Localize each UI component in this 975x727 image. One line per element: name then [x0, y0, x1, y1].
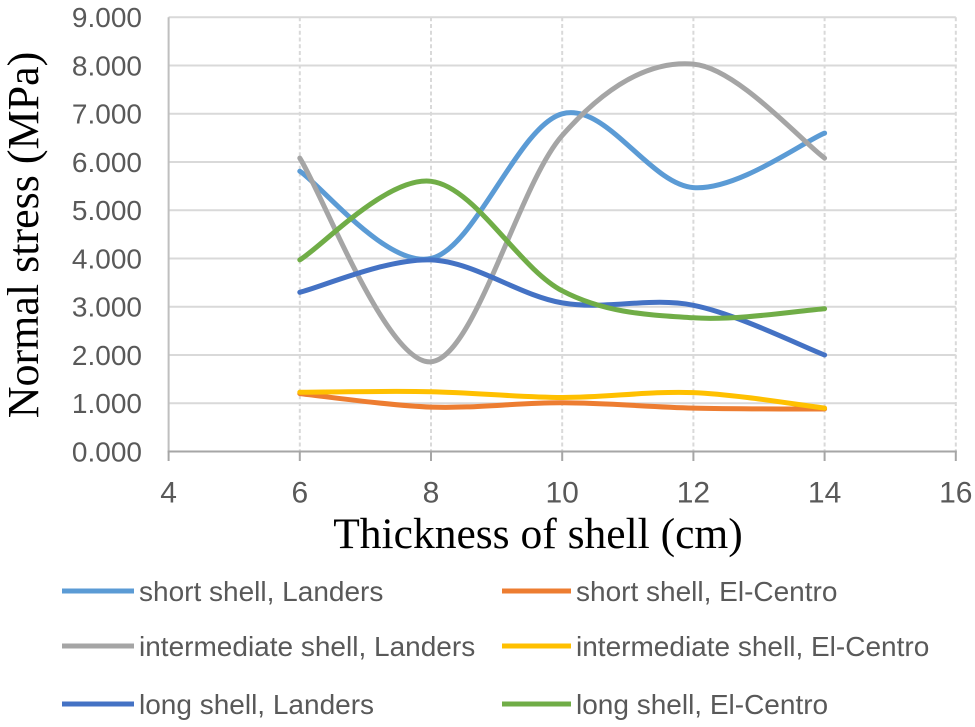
svg-text:3.000: 3.000: [72, 292, 142, 323]
svg-text:1.000: 1.000: [72, 388, 142, 419]
svg-text:16: 16: [939, 477, 972, 510]
svg-text:10: 10: [546, 477, 579, 510]
svg-text:8: 8: [423, 477, 440, 510]
svg-text:long shell, Landers: long shell, Landers: [139, 689, 374, 720]
svg-text:4.000: 4.000: [72, 243, 142, 274]
svg-text:short shell, Landers: short shell, Landers: [139, 576, 383, 607]
svg-text:8.000: 8.000: [72, 50, 142, 81]
svg-text:intermediate shell, Landers: intermediate shell, Landers: [139, 631, 475, 662]
svg-text:9.000: 9.000: [72, 2, 142, 33]
svg-text:7.000: 7.000: [72, 99, 142, 130]
svg-text:short shell, El-Centro: short shell, El-Centro: [576, 576, 837, 607]
svg-text:0.000: 0.000: [72, 436, 142, 467]
svg-text:12: 12: [677, 477, 710, 510]
svg-text:intermediate shell, El-Centro: intermediate shell, El-Centro: [576, 631, 929, 662]
svg-text:6.000: 6.000: [72, 147, 142, 178]
svg-text:2.000: 2.000: [72, 340, 142, 371]
svg-text:14: 14: [808, 477, 841, 510]
svg-text:Thickness of shell (cm): Thickness of shell (cm): [333, 510, 743, 558]
svg-text:Normal stress (MPa): Normal stress (MPa): [0, 52, 48, 419]
svg-text:5.000: 5.000: [72, 195, 142, 226]
svg-text:long shell, El-Centro: long shell, El-Centro: [576, 689, 828, 720]
svg-text:4: 4: [160, 477, 177, 510]
svg-text:6: 6: [291, 477, 308, 510]
